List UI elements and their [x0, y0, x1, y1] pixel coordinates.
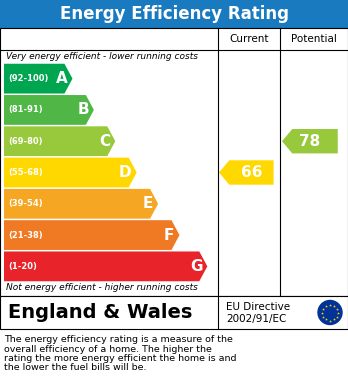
Text: (69-80): (69-80)	[8, 137, 42, 146]
Text: the lower the fuel bills will be.: the lower the fuel bills will be.	[4, 364, 147, 373]
Text: (39-54): (39-54)	[8, 199, 42, 208]
Circle shape	[318, 301, 342, 325]
Polygon shape	[219, 160, 274, 185]
Text: B: B	[77, 102, 89, 117]
Polygon shape	[282, 129, 338, 153]
Text: E: E	[143, 196, 153, 211]
Text: F: F	[164, 228, 174, 242]
Text: (1-20): (1-20)	[8, 262, 37, 271]
Text: A: A	[56, 71, 68, 86]
Text: (55-68): (55-68)	[8, 168, 43, 177]
Text: 66: 66	[241, 165, 262, 180]
Polygon shape	[4, 158, 137, 187]
Text: Not energy efficient - higher running costs: Not energy efficient - higher running co…	[6, 283, 198, 292]
Text: (21-38): (21-38)	[8, 231, 42, 240]
Text: D: D	[119, 165, 132, 180]
Text: Very energy efficient - lower running costs: Very energy efficient - lower running co…	[6, 52, 198, 61]
Text: (81-91): (81-91)	[8, 106, 42, 115]
Text: G: G	[190, 259, 202, 274]
Text: EU Directive: EU Directive	[226, 301, 290, 312]
Text: The energy efficiency rating is a measure of the: The energy efficiency rating is a measur…	[4, 335, 233, 344]
Text: 78: 78	[299, 134, 321, 149]
Text: C: C	[99, 134, 110, 149]
Text: Potential: Potential	[291, 34, 337, 44]
Text: overall efficiency of a home. The higher the: overall efficiency of a home. The higher…	[4, 344, 212, 353]
Polygon shape	[4, 126, 115, 156]
Polygon shape	[4, 251, 207, 281]
Polygon shape	[4, 64, 72, 93]
Text: England & Wales: England & Wales	[8, 303, 192, 322]
Bar	[0, 296, 348, 329]
Text: Energy Efficiency Rating: Energy Efficiency Rating	[60, 5, 288, 23]
Text: 2002/91/EC: 2002/91/EC	[226, 314, 286, 324]
Text: (92-100): (92-100)	[8, 74, 48, 83]
Polygon shape	[4, 189, 158, 219]
Bar	[0, 28, 348, 296]
Bar	[0, 0, 348, 28]
Polygon shape	[4, 95, 94, 125]
Polygon shape	[4, 220, 180, 250]
Text: Current: Current	[229, 34, 269, 44]
Text: rating the more energy efficient the home is and: rating the more energy efficient the hom…	[4, 354, 237, 363]
